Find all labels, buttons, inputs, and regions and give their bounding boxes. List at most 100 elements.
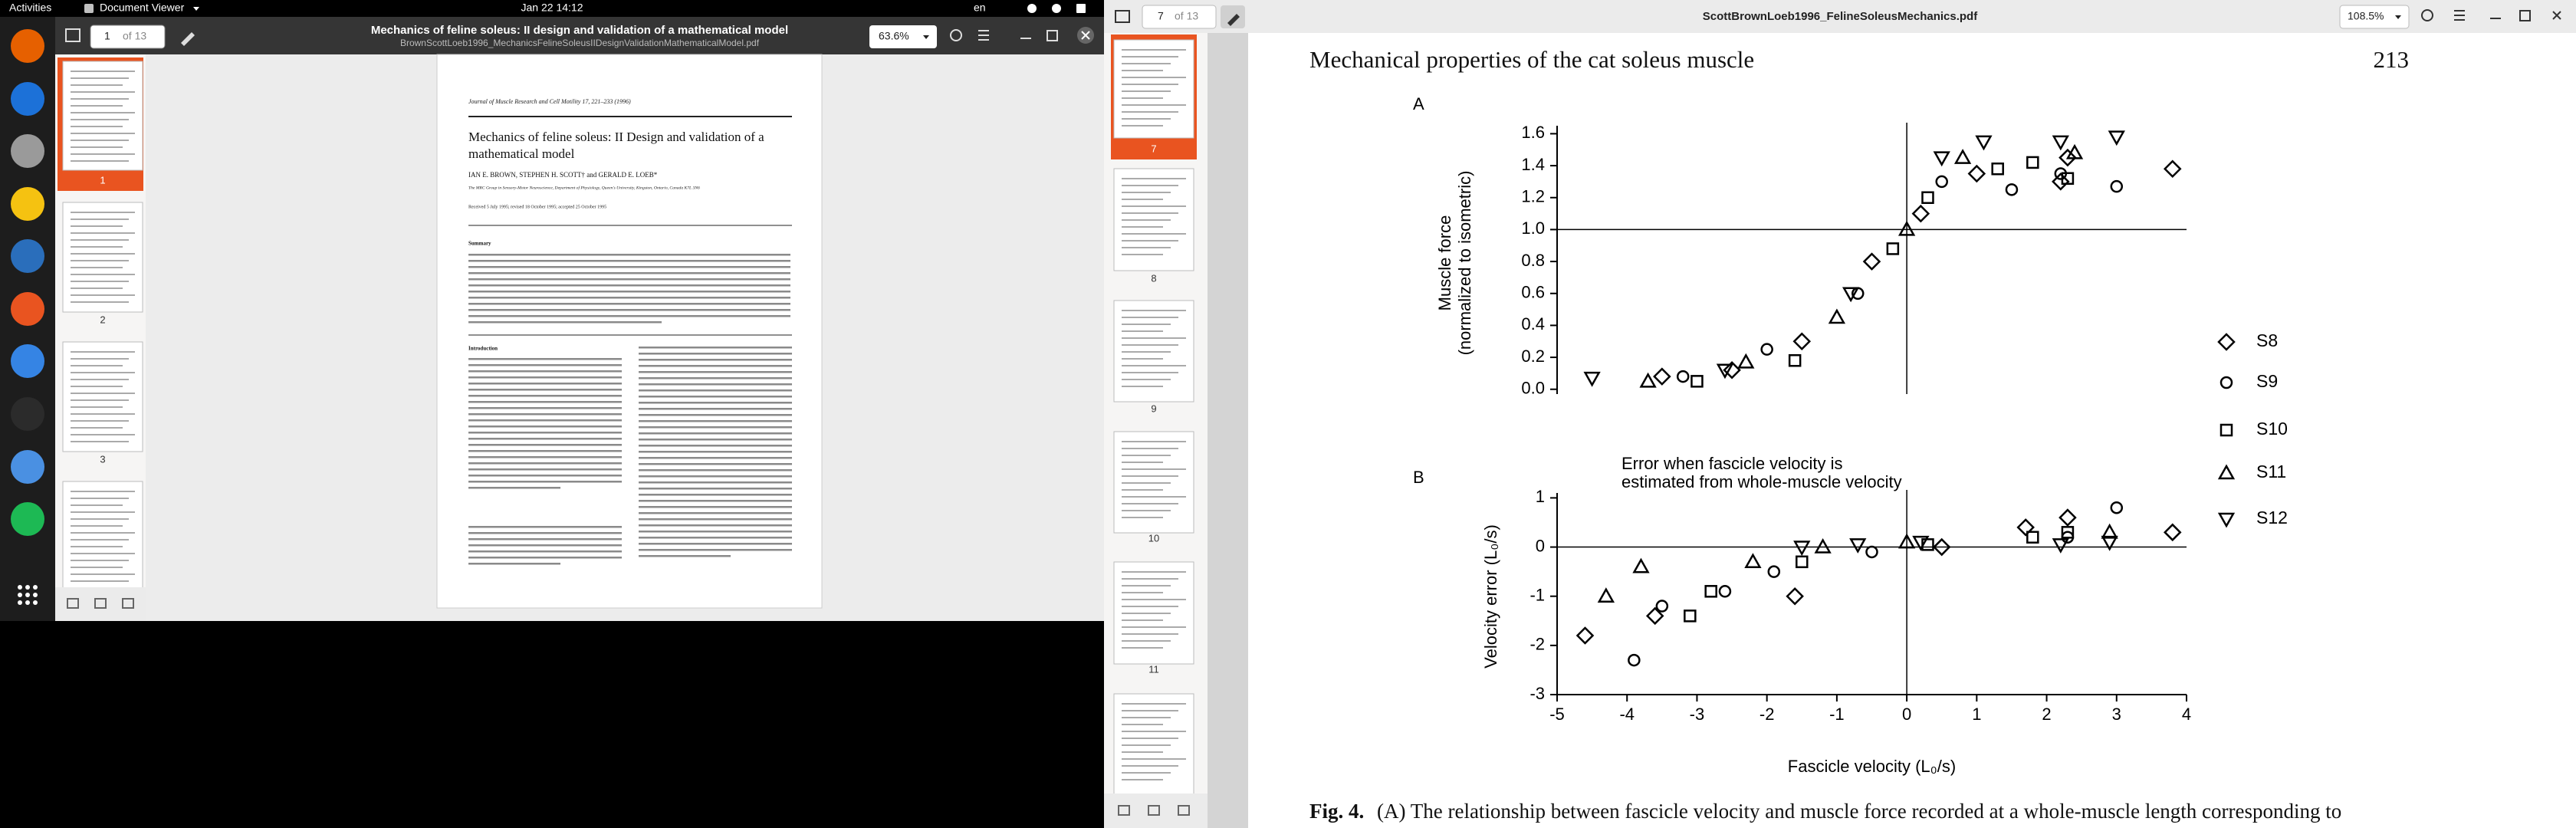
thumbnail-text	[71, 365, 123, 366]
thumbnail[interactable]	[62, 202, 143, 313]
sidebar-tool[interactable]	[94, 598, 107, 609]
apps-grid-dot[interactable]	[18, 585, 22, 590]
thumbnail-text	[1122, 125, 1163, 127]
data-point	[2058, 508, 2077, 527]
thumbnail-text	[1122, 330, 1163, 332]
thumbnail-text	[1122, 703, 1186, 705]
dock-icon[interactable]	[11, 344, 44, 378]
text-line	[639, 439, 792, 441]
thumbnail-text	[71, 525, 123, 527]
apps-grid-dot[interactable]	[25, 600, 30, 605]
x-tick-label: -5	[1549, 705, 1565, 724]
y-tick-label: -1	[1530, 586, 1545, 605]
thumbnail-text	[1122, 441, 1186, 442]
data-point	[1788, 354, 1802, 367]
data-point	[1865, 545, 1878, 559]
sidebar-tool[interactable]	[1118, 805, 1130, 816]
thumbnail[interactable]	[62, 61, 143, 171]
apps-grid-dot[interactable]	[18, 600, 22, 605]
thumbnail-text	[71, 386, 123, 387]
dock-icon[interactable]	[11, 187, 44, 221]
thumbnail-text	[1122, 365, 1186, 366]
legend-label: S8	[2256, 330, 2278, 350]
apps-grid-dot[interactable]	[25, 593, 30, 597]
legend-marker	[2220, 376, 2233, 389]
text-line	[639, 383, 792, 386]
thumbnail-label: 1	[100, 174, 105, 186]
thumbnail[interactable]	[62, 341, 143, 452]
thumbnail-text	[71, 441, 129, 442]
text-line	[639, 524, 792, 527]
thumbnail-label: 10	[1148, 532, 1159, 544]
data-point	[1653, 367, 1671, 386]
page-entry[interactable]	[90, 25, 166, 49]
data-point	[2061, 172, 2075, 185]
data-point	[1886, 242, 1900, 255]
sidebar-tool[interactable]	[1178, 805, 1190, 816]
data-point	[1912, 535, 1930, 551]
dock-icon[interactable]	[11, 239, 44, 273]
apps-grid-dot[interactable]	[18, 593, 22, 597]
thumbnail-text	[1122, 489, 1163, 491]
text-line	[468, 419, 622, 422]
dock-icon[interactable]	[11, 397, 44, 431]
thumbnail-text	[1122, 185, 1178, 186]
intro-heading: Introduction	[468, 346, 498, 352]
thumbnail-text	[1122, 70, 1163, 71]
thumbnail-text	[1122, 640, 1171, 642]
sidebar-tool[interactable]	[122, 598, 134, 609]
thumbnail-text	[1122, 738, 1178, 739]
text-line	[468, 266, 790, 268]
sidebar-toggle[interactable]	[1115, 10, 1130, 23]
thumbnail-text	[71, 140, 129, 141]
data-point	[1760, 343, 1773, 356]
text-line	[468, 532, 622, 534]
text-line	[639, 537, 792, 539]
apps-grid-dot[interactable]	[33, 593, 38, 597]
window-title: ScottBrownLoeb1996_FelineSoleusMechanics…	[1703, 10, 1978, 23]
annotate-button[interactable]	[181, 32, 195, 46]
dock-icon[interactable]	[11, 82, 44, 116]
annotate-button[interactable]	[1221, 5, 1245, 28]
thumbnail-text	[1122, 772, 1171, 774]
apps-grid-dot[interactable]	[33, 600, 38, 605]
sidebar-toggle[interactable]	[65, 28, 80, 42]
thumbnail-text	[1122, 571, 1186, 573]
text-line	[468, 358, 622, 360]
data-point	[1786, 586, 1804, 606]
data-point	[1935, 175, 1948, 189]
dock-icon[interactable]	[11, 134, 44, 168]
text-line	[468, 284, 790, 287]
apps-grid-dot[interactable]	[33, 585, 38, 590]
sidebar-tool[interactable]	[1148, 805, 1160, 816]
search-button[interactable]	[950, 29, 962, 41]
close-button[interactable]	[2552, 11, 2561, 20]
dock-icon[interactable]	[11, 29, 44, 63]
search-button[interactable]	[2421, 9, 2433, 21]
maximize-button[interactable]	[2519, 10, 2531, 21]
thumbnail-text	[1122, 633, 1178, 635]
sidebar-tool[interactable]	[67, 598, 79, 609]
text-line	[639, 408, 792, 410]
page-entry[interactable]	[1142, 5, 1217, 29]
data-point	[1793, 540, 1811, 557]
y-tick-label: 1	[1536, 487, 1545, 506]
apps-grid-dot[interactable]	[25, 585, 30, 590]
dock-icon[interactable]	[11, 450, 44, 484]
thumbnail-text	[71, 71, 135, 72]
dock-icon[interactable]	[11, 502, 44, 536]
maximize-button[interactable]	[1046, 30, 1058, 41]
status-icon[interactable]	[1027, 4, 1037, 13]
data-point	[1655, 600, 1669, 613]
thumbnail-text	[1122, 386, 1163, 387]
thumbnail-label: 8	[1151, 272, 1156, 284]
dock-icon[interactable]	[11, 292, 44, 326]
thumbnail[interactable]	[1113, 39, 1194, 139]
status-icon[interactable]	[1052, 4, 1061, 13]
zoom-box[interactable]	[2339, 5, 2410, 29]
text-line	[468, 260, 790, 262]
status-icon[interactable]	[1076, 4, 1086, 13]
thumbnail[interactable]	[62, 481, 143, 590]
thumbnail-text	[71, 294, 135, 296]
zoom-box[interactable]	[869, 25, 937, 48]
